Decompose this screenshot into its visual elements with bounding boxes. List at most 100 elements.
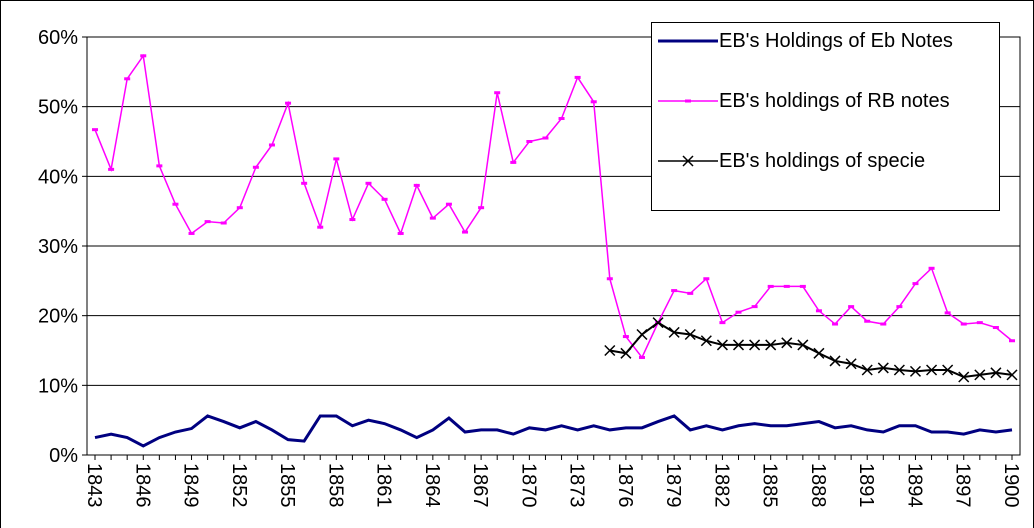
x-tick-label: 1858 xyxy=(324,463,346,508)
x-tick-label: 1888 xyxy=(807,463,829,508)
y-tick-label: 60% xyxy=(38,27,78,49)
point-marker xyxy=(797,339,809,351)
point-marker xyxy=(942,364,954,376)
y-tick-label: 30% xyxy=(38,236,78,258)
legend-label: EB's holdings of RB notes xyxy=(719,90,950,112)
y-tick-label: 10% xyxy=(38,375,78,397)
x-tick-label: 1849 xyxy=(180,463,202,508)
point-marker xyxy=(108,167,115,171)
point-marker xyxy=(783,284,790,288)
x-tick-label: 1846 xyxy=(131,463,153,508)
point-marker xyxy=(974,369,986,381)
point-marker xyxy=(317,225,324,229)
x-tick-label: 1861 xyxy=(373,463,395,508)
x-tick-label: 1843 xyxy=(83,463,105,508)
x-tick-label: 1867 xyxy=(469,463,491,507)
point-marker xyxy=(992,326,999,330)
legend: EB's Holdings of Eb Notes EB's holdings o… xyxy=(651,22,1000,211)
point-marker xyxy=(413,183,420,187)
point-marker xyxy=(462,230,469,234)
point-marker xyxy=(700,335,712,347)
point-marker xyxy=(606,277,613,281)
x-tick-label: 1876 xyxy=(614,463,636,508)
legend-swatch xyxy=(658,39,718,43)
point-marker xyxy=(494,91,501,95)
x-tick-label: 1864 xyxy=(421,463,443,508)
point-marker xyxy=(684,328,696,341)
point-marker xyxy=(445,202,452,206)
point-marker xyxy=(719,321,726,325)
point-marker xyxy=(848,305,855,309)
y-tick-label: 40% xyxy=(38,166,78,188)
point-marker xyxy=(652,317,664,329)
point-marker xyxy=(140,54,147,58)
x-tick-label: 1897 xyxy=(952,463,974,508)
point-marker xyxy=(604,344,616,357)
x-tick-label: 1900 xyxy=(1000,463,1022,508)
legend-swatch xyxy=(658,99,718,103)
point-marker xyxy=(397,231,404,235)
point-marker xyxy=(285,101,292,105)
point-marker xyxy=(268,143,275,147)
point-marker xyxy=(990,367,1002,379)
point-marker xyxy=(188,231,195,235)
legend-swatch xyxy=(658,155,718,167)
point-marker xyxy=(590,100,597,104)
point-marker xyxy=(928,266,935,270)
point-marker xyxy=(574,75,581,79)
point-marker xyxy=(735,310,742,314)
point-marker xyxy=(365,181,372,185)
x-tick-label: 1852 xyxy=(228,463,250,508)
point-marker xyxy=(877,362,889,374)
point-marker xyxy=(751,305,758,309)
x-tick-label: 1873 xyxy=(566,463,588,508)
point-marker xyxy=(909,365,922,377)
legend-label: EB's holdings of specie xyxy=(719,150,926,172)
point-marker xyxy=(958,371,970,383)
point-marker xyxy=(799,284,806,288)
point-marker xyxy=(429,216,436,220)
x-tick-label: 1882 xyxy=(710,463,732,508)
series-line xyxy=(609,321,1013,378)
point-marker xyxy=(813,347,825,359)
point-marker xyxy=(636,328,648,341)
point-marker xyxy=(976,321,983,325)
point-marker xyxy=(638,355,645,359)
point-marker xyxy=(893,364,905,376)
point-marker xyxy=(252,165,259,169)
point-marker xyxy=(845,358,857,370)
point-marker xyxy=(926,364,938,376)
point-marker xyxy=(172,202,179,206)
x-tick-label: 1855 xyxy=(276,463,298,508)
x-tick-label: 1879 xyxy=(662,463,684,508)
point-marker xyxy=(236,206,243,210)
point-marker xyxy=(671,289,678,293)
point-marker xyxy=(542,136,549,140)
point-marker xyxy=(510,160,517,164)
point-marker xyxy=(124,77,131,81)
point-marker xyxy=(781,337,793,349)
legend-marker xyxy=(682,155,694,167)
point-marker xyxy=(349,218,356,222)
point-marker xyxy=(716,339,728,351)
point-marker xyxy=(478,206,485,210)
point-marker xyxy=(687,291,694,295)
point-marker xyxy=(765,339,777,351)
point-marker xyxy=(829,355,841,367)
point-marker xyxy=(92,128,98,132)
point-marker xyxy=(944,311,951,315)
legend-label: EB's Holdings of Eb Notes xyxy=(719,30,953,52)
point-marker xyxy=(749,339,761,351)
x-tick-label: 1891 xyxy=(855,463,877,508)
point-marker xyxy=(832,322,839,326)
x-tick-label: 1870 xyxy=(517,463,539,508)
x-tick-label: 1894 xyxy=(903,463,925,508)
y-tick-label: 20% xyxy=(38,306,78,328)
point-marker xyxy=(558,117,565,121)
point-marker xyxy=(912,282,919,286)
y-tick-label: 0% xyxy=(49,445,78,467)
point-marker xyxy=(156,164,163,168)
point-marker xyxy=(526,140,533,143)
point-marker xyxy=(220,221,227,225)
